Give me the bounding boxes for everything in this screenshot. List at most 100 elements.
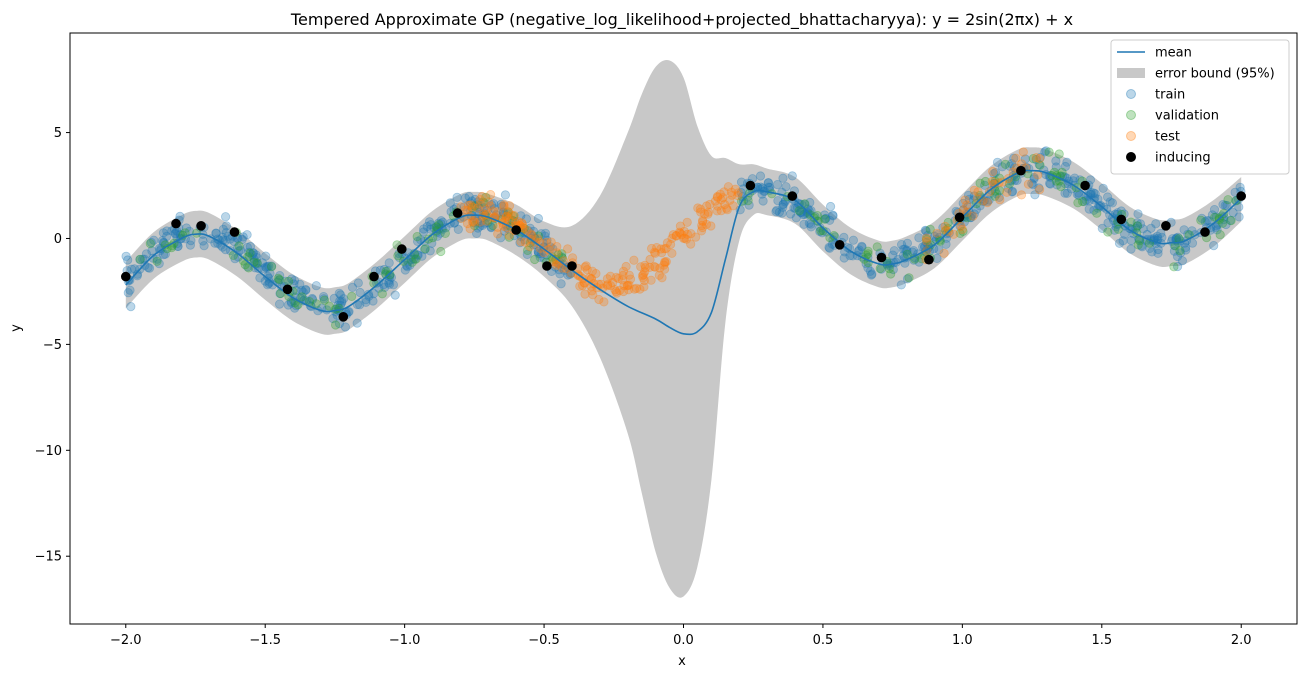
test-point bbox=[667, 248, 677, 258]
validation-point bbox=[1057, 167, 1067, 177]
train-point bbox=[267, 280, 278, 290]
train-point bbox=[453, 224, 463, 234]
train-point bbox=[755, 184, 766, 194]
validation-point bbox=[481, 192, 491, 202]
train-point bbox=[475, 221, 485, 231]
train-point bbox=[445, 198, 455, 208]
chart-title: Tempered Approximate GP (negative_log_li… bbox=[290, 10, 1073, 30]
train-point bbox=[1126, 235, 1136, 246]
inducing-point bbox=[1161, 221, 1171, 231]
test-point bbox=[637, 270, 648, 281]
test-point bbox=[499, 201, 509, 211]
test-point bbox=[522, 225, 532, 235]
mean-layer bbox=[125, 169, 1242, 336]
train-point bbox=[528, 231, 539, 241]
train-point bbox=[815, 226, 825, 237]
validation-point bbox=[504, 232, 514, 242]
train-point bbox=[964, 194, 974, 204]
train-point bbox=[340, 322, 350, 332]
train-point bbox=[388, 280, 398, 290]
train-point bbox=[791, 213, 801, 223]
test-point bbox=[516, 237, 526, 247]
train-point bbox=[538, 238, 548, 248]
test-point bbox=[469, 217, 480, 227]
train-point bbox=[755, 171, 766, 181]
test-point bbox=[958, 205, 969, 215]
train-point bbox=[217, 232, 227, 242]
train-point bbox=[825, 215, 835, 225]
train-point bbox=[287, 274, 297, 284]
train-point bbox=[848, 235, 859, 245]
train-point bbox=[319, 294, 329, 304]
validation-point bbox=[469, 220, 480, 231]
test-point bbox=[462, 218, 473, 229]
test-point bbox=[618, 286, 629, 297]
test-point bbox=[722, 205, 732, 215]
inducing-point bbox=[876, 252, 887, 263]
test-point bbox=[657, 248, 667, 258]
train-point bbox=[1110, 225, 1120, 235]
train-point bbox=[799, 219, 809, 229]
train-point bbox=[888, 250, 898, 260]
train-point bbox=[902, 246, 912, 256]
test-point bbox=[605, 271, 616, 281]
validation-point bbox=[381, 266, 391, 276]
test-point bbox=[654, 270, 664, 280]
x-tick-label: 2.0 bbox=[1231, 633, 1252, 648]
train-point bbox=[460, 193, 470, 203]
test-point bbox=[655, 263, 665, 273]
test-point bbox=[602, 274, 613, 284]
train-point bbox=[539, 253, 549, 263]
train-point bbox=[1183, 229, 1193, 239]
train-point bbox=[483, 218, 493, 228]
validation-point bbox=[886, 269, 896, 279]
train-point bbox=[488, 199, 499, 209]
train-point bbox=[408, 254, 419, 264]
test-point bbox=[733, 188, 743, 198]
train-point bbox=[129, 264, 140, 274]
train-point bbox=[221, 221, 231, 231]
test-point bbox=[693, 203, 703, 213]
validation-point bbox=[467, 203, 477, 213]
train-point bbox=[1108, 213, 1118, 223]
test-point bbox=[686, 239, 696, 249]
test-point bbox=[921, 233, 932, 243]
test-point bbox=[699, 209, 710, 219]
train-point bbox=[975, 201, 985, 211]
test-point bbox=[695, 204, 706, 214]
test-point bbox=[587, 286, 597, 296]
train-point bbox=[1007, 186, 1018, 196]
test-point bbox=[730, 184, 740, 194]
validation-point bbox=[1126, 217, 1136, 227]
train-point bbox=[522, 249, 532, 259]
test-point bbox=[679, 226, 689, 236]
inducing-point bbox=[171, 218, 181, 229]
test-point bbox=[939, 248, 949, 258]
train-point bbox=[535, 252, 545, 262]
test-point bbox=[631, 283, 642, 293]
validation-point bbox=[145, 239, 155, 249]
validation-point bbox=[943, 217, 953, 228]
inducing-point bbox=[397, 244, 407, 254]
train-point bbox=[159, 238, 169, 248]
train-point bbox=[1147, 247, 1157, 257]
test-point bbox=[475, 217, 485, 227]
train-point bbox=[1085, 175, 1096, 185]
train-point bbox=[274, 299, 285, 309]
train-point bbox=[265, 277, 275, 287]
train-point bbox=[143, 262, 153, 273]
test-point bbox=[596, 279, 606, 289]
test-point bbox=[667, 233, 677, 243]
test-point bbox=[682, 217, 692, 227]
train-point bbox=[866, 270, 877, 280]
train-point bbox=[289, 275, 300, 286]
test-point bbox=[725, 195, 735, 205]
train-point bbox=[471, 228, 482, 238]
train-point bbox=[1027, 178, 1037, 189]
train-point bbox=[815, 222, 825, 232]
test-point bbox=[552, 248, 562, 258]
train-point bbox=[1180, 243, 1191, 253]
train-point bbox=[556, 252, 567, 262]
train-point bbox=[1218, 200, 1228, 210]
test-point bbox=[467, 217, 477, 227]
